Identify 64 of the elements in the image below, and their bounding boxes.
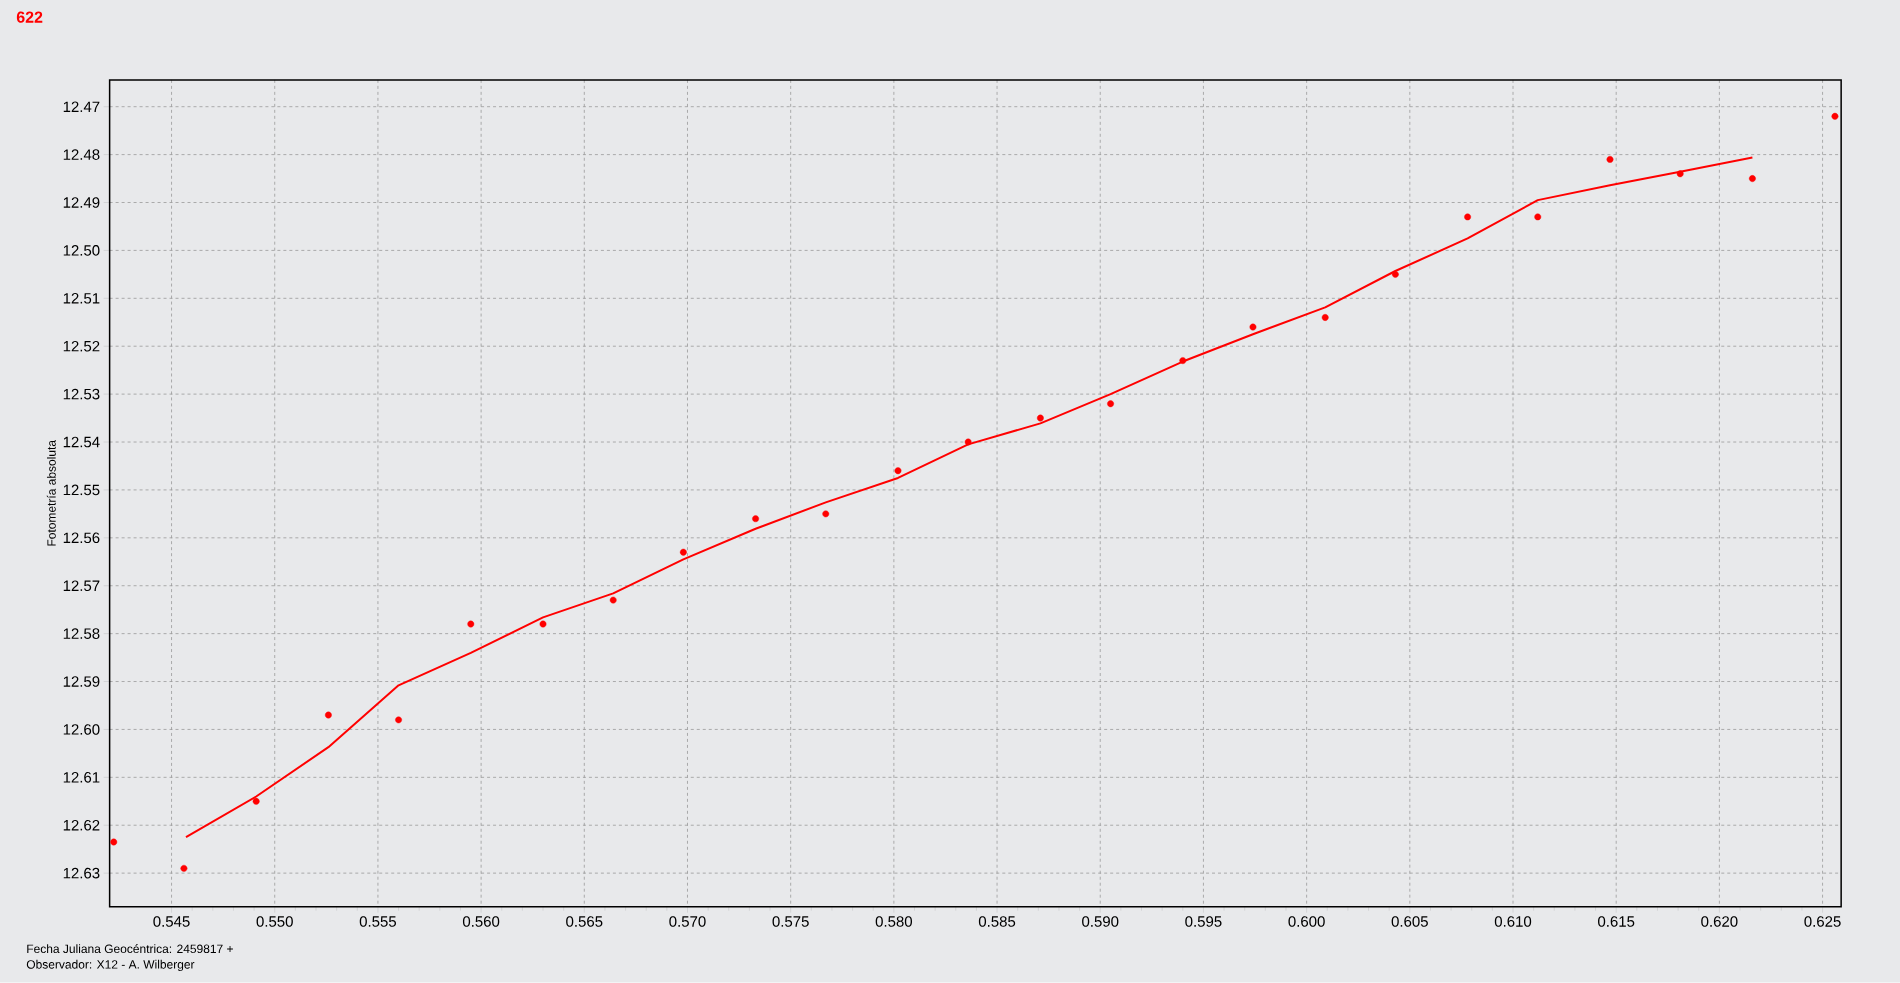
- y-tick-label: 12.63: [63, 868, 100, 879]
- x-tick-label: 0.560: [462, 916, 500, 927]
- y-tick-label: 12.52: [63, 341, 100, 352]
- point: [1321, 314, 1329, 322]
- point: [467, 620, 475, 628]
- y-tick-label: 12.60: [63, 724, 100, 735]
- x-tick-label: 0.600: [1288, 916, 1325, 927]
- point: [1749, 175, 1756, 183]
- x-tick-label: 0.565: [566, 916, 603, 927]
- point: [324, 711, 332, 719]
- point: [1391, 271, 1399, 278]
- point: [1179, 357, 1187, 365]
- x-tick-label: 0.595: [1185, 916, 1222, 927]
- point: [1107, 400, 1114, 408]
- point: [395, 716, 402, 724]
- point: [822, 510, 830, 518]
- y-tick-label: 12.57: [63, 580, 100, 592]
- point: [752, 515, 759, 523]
- y-tick-label: 12.48: [63, 149, 100, 161]
- y-axis-title: Fotometría absoluta: [46, 440, 56, 546]
- point: [252, 798, 260, 805]
- point: [1606, 156, 1614, 164]
- y-tick-label: 12.49: [63, 197, 100, 209]
- x-tick-label: 0.555: [359, 916, 397, 927]
- x-tick-label: 0.545: [153, 916, 190, 927]
- y-tick-label: 12.50: [63, 245, 100, 256]
- x-axis-title: Fecha Juliana Geocéntrica: 2459817 +: [27, 944, 233, 954]
- x-tick-label: 0.575: [772, 916, 809, 927]
- x-tick-label: 0.550: [256, 916, 293, 927]
- text: Observador: X12 - A. Wilberger: [26, 960, 195, 972]
- x-tick-label: 0.610: [1494, 916, 1532, 927]
- point: [1249, 323, 1257, 331]
- chart-title: 622: [16, 11, 43, 24]
- point: [1676, 170, 1684, 178]
- x-tick-label: 0.605: [1391, 916, 1428, 927]
- y-tick-label: 12.59: [63, 676, 100, 688]
- y-tick-label: 12.58: [63, 628, 100, 640]
- x-tick-label: 0.580: [875, 916, 913, 927]
- point: [180, 865, 188, 872]
- y-tick-label: 12.47: [63, 101, 100, 113]
- y-tick-label: 12.61: [63, 772, 100, 783]
- point: [1464, 213, 1471, 221]
- point: [1534, 213, 1542, 221]
- y-tick-label: 12.55: [63, 484, 100, 496]
- point: [1037, 414, 1044, 422]
- point: [679, 549, 687, 556]
- line-series: [184, 156, 1754, 839]
- point: [110, 838, 118, 846]
- x-tick-label: 0.615: [1598, 916, 1635, 927]
- point: [894, 467, 902, 475]
- point: [1831, 113, 1839, 120]
- x-tick-label: 0.590: [1082, 916, 1119, 927]
- y-tick-label: 12.62: [63, 820, 100, 831]
- y-tick-label: 12.56: [63, 532, 100, 544]
- x-tick-label: 0.570: [669, 916, 706, 927]
- point: [539, 620, 547, 628]
- y-tick-label: 12.54: [63, 436, 100, 448]
- y-tick-label: 12.51: [63, 293, 100, 304]
- x-tick-label: 0.585: [978, 916, 1016, 927]
- x-tick-label: 0.625: [1804, 916, 1841, 927]
- y-tick-label: 12.53: [63, 389, 100, 400]
- point: [964, 438, 972, 446]
- x-tick-label: 0.620: [1701, 916, 1738, 927]
- point: [609, 596, 617, 604]
